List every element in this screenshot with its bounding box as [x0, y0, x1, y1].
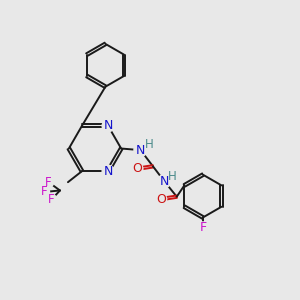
Text: F: F — [199, 221, 206, 234]
Text: N: N — [103, 119, 113, 132]
Text: H: H — [144, 138, 153, 152]
Circle shape — [44, 177, 54, 187]
Text: F: F — [48, 193, 55, 206]
Circle shape — [102, 165, 114, 177]
Text: N: N — [160, 175, 169, 188]
Circle shape — [102, 120, 114, 132]
Circle shape — [134, 143, 147, 157]
Circle shape — [156, 194, 166, 204]
Circle shape — [132, 164, 143, 174]
Text: F: F — [45, 176, 52, 189]
Circle shape — [46, 194, 57, 205]
Text: N: N — [136, 143, 145, 157]
Circle shape — [158, 175, 171, 188]
Circle shape — [39, 187, 50, 197]
Text: F: F — [41, 185, 48, 199]
Text: H: H — [168, 170, 177, 183]
Text: N: N — [103, 165, 113, 178]
Text: O: O — [156, 193, 166, 206]
Circle shape — [197, 222, 209, 234]
Text: O: O — [133, 162, 142, 175]
